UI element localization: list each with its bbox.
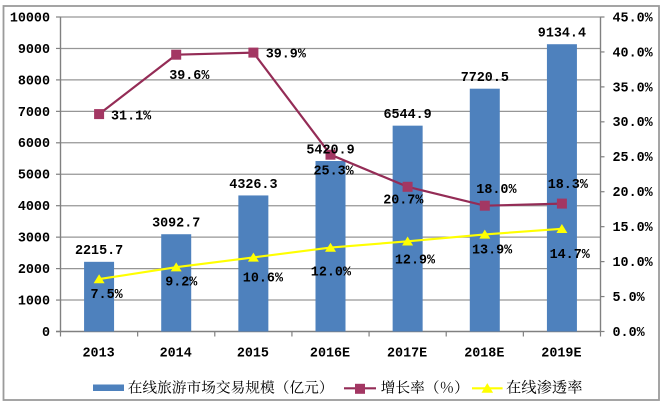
svg-text:35.0%: 35.0% (613, 81, 654, 96)
svg-text:2019E: 2019E (541, 347, 581, 362)
svg-text:45.0%: 45.0% (613, 11, 654, 26)
svg-text:14.7%: 14.7% (550, 248, 591, 263)
svg-text:4000: 4000 (18, 200, 50, 215)
svg-text:5420.9: 5420.9 (306, 143, 354, 158)
svg-text:5000: 5000 (18, 169, 50, 184)
svg-text:0: 0 (42, 326, 50, 341)
svg-text:10.6%: 10.6% (243, 272, 284, 287)
svg-text:39.9%: 39.9% (266, 47, 307, 62)
svg-text:25.0%: 25.0% (613, 151, 654, 166)
svg-text:18.0%: 18.0% (476, 183, 517, 198)
svg-text:18.3%: 18.3% (548, 178, 589, 193)
svg-text:12.0%: 12.0% (311, 265, 352, 280)
svg-text:39.6%: 39.6% (169, 69, 210, 84)
svg-text:3000: 3000 (18, 232, 50, 247)
svg-text:8000: 8000 (18, 74, 50, 89)
svg-text:40.0%: 40.0% (613, 46, 654, 61)
svg-text:9134.4: 9134.4 (538, 27, 586, 42)
svg-text:6000: 6000 (18, 137, 50, 152)
svg-text:2016E: 2016E (310, 347, 350, 362)
svg-text:2014: 2014 (160, 347, 192, 362)
svg-text:7.5%: 7.5% (91, 288, 124, 303)
svg-text:9000: 9000 (18, 43, 50, 58)
svg-text:5.0%: 5.0% (613, 291, 646, 306)
svg-text:13.9%: 13.9% (472, 243, 513, 258)
svg-text:12.9%: 12.9% (395, 253, 436, 268)
svg-text:20.0%: 20.0% (613, 186, 654, 201)
svg-text:2015: 2015 (237, 347, 269, 362)
svg-text:2215.7: 2215.7 (75, 244, 123, 259)
svg-text:2018E: 2018E (464, 347, 504, 362)
svg-text:15.0%: 15.0% (613, 221, 654, 236)
svg-text:31.1%: 31.1% (111, 110, 152, 125)
svg-text:4326.3: 4326.3 (229, 178, 277, 193)
svg-text:7000: 7000 (18, 106, 50, 121)
svg-text:2017E: 2017E (387, 347, 427, 362)
svg-text:25.3%: 25.3% (314, 165, 355, 180)
svg-text:6544.9: 6544.9 (383, 108, 431, 123)
svg-text:10000: 10000 (10, 11, 50, 26)
svg-text:30.0%: 30.0% (613, 116, 654, 131)
svg-text:7720.5: 7720.5 (461, 71, 509, 86)
svg-text:1000: 1000 (18, 294, 50, 309)
svg-text:2000: 2000 (18, 263, 50, 278)
svg-text:3092.7: 3092.7 (152, 217, 200, 232)
svg-text:20.7%: 20.7% (383, 193, 424, 208)
svg-text:0.0%: 0.0% (613, 326, 646, 341)
svg-text:10.0%: 10.0% (613, 256, 654, 271)
svg-text:9.2%: 9.2% (165, 276, 198, 291)
svg-text:2013: 2013 (83, 347, 115, 362)
